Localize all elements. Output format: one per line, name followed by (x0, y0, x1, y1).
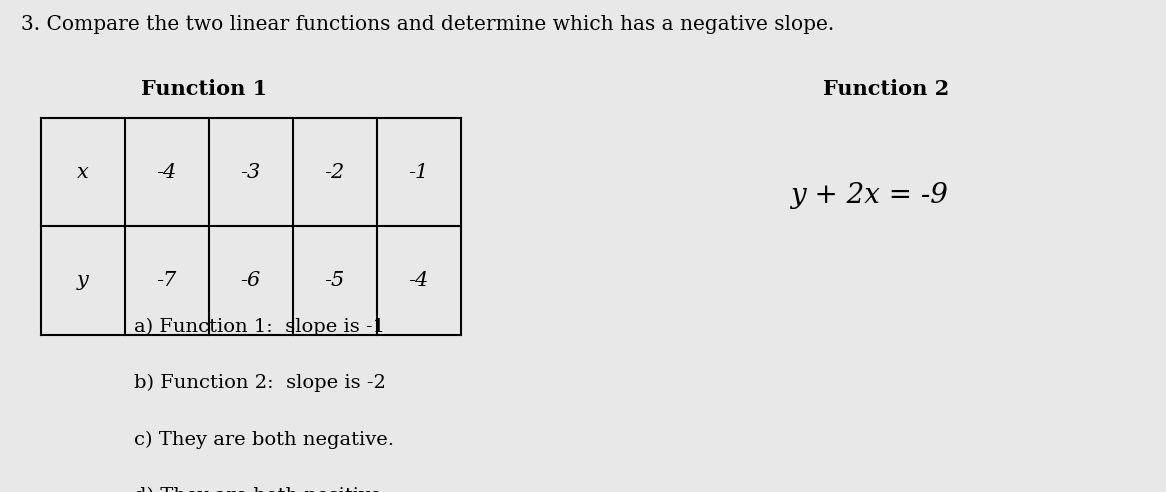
Text: Function 1: Function 1 (141, 79, 267, 99)
Text: -4: -4 (156, 163, 177, 182)
Text: x: x (77, 163, 89, 182)
Text: a) Function 1:  slope is -1: a) Function 1: slope is -1 (134, 317, 385, 336)
Text: y: y (77, 271, 89, 290)
Text: c) They are both negative.: c) They are both negative. (134, 430, 394, 449)
Text: Function 2: Function 2 (823, 79, 949, 99)
Text: -4: -4 (408, 271, 429, 290)
Text: d) They are both positive.: d) They are both positive. (134, 487, 388, 492)
Text: y + 2x = -9: y + 2x = -9 (789, 182, 948, 209)
Text: -7: -7 (156, 271, 177, 290)
Text: -5: -5 (324, 271, 345, 290)
Text: -1: -1 (408, 163, 429, 182)
Text: 3. Compare the two linear functions and determine which has a negative slope.: 3. Compare the two linear functions and … (21, 15, 834, 34)
Text: -6: -6 (240, 271, 261, 290)
Text: -3: -3 (240, 163, 261, 182)
Text: -2: -2 (324, 163, 345, 182)
Text: b) Function 2:  slope is -2: b) Function 2: slope is -2 (134, 374, 386, 392)
